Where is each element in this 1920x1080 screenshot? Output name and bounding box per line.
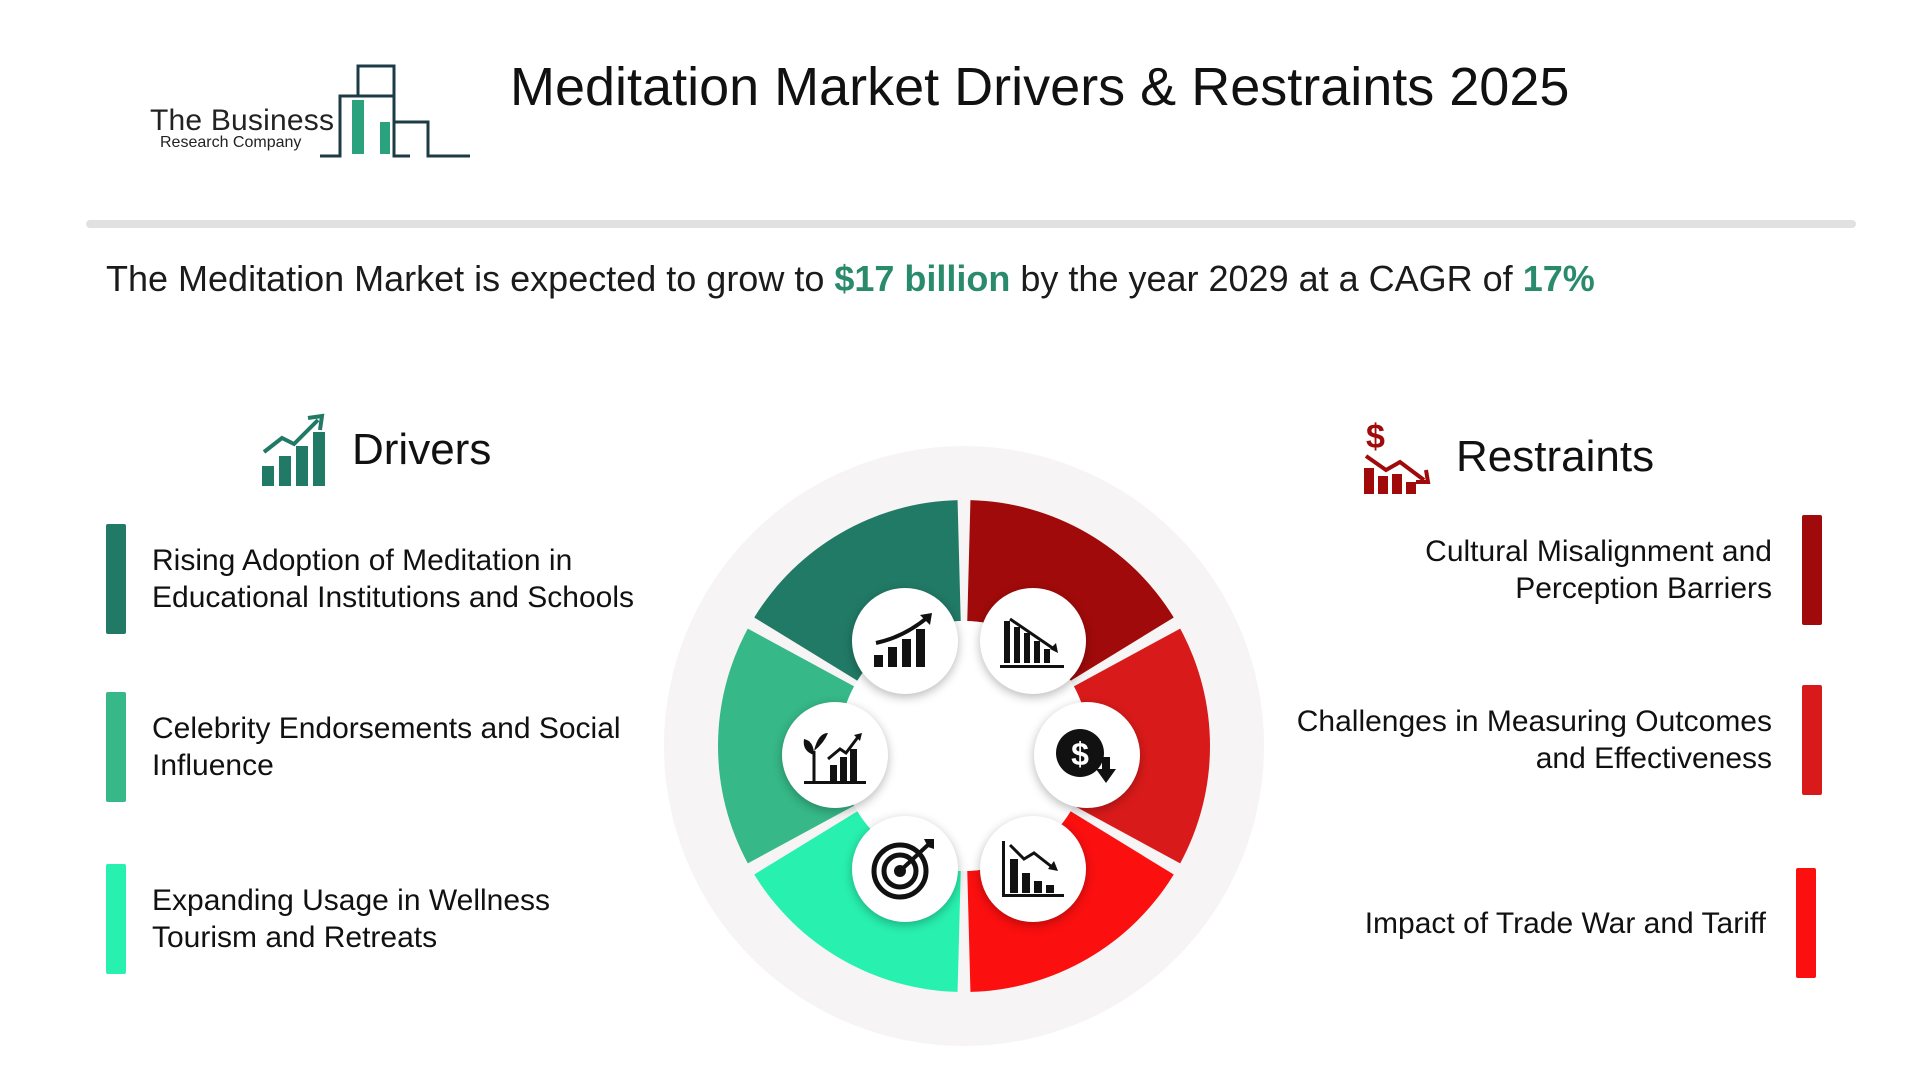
driver-segment xyxy=(754,500,961,681)
driver-item: Expanding Usage in Wellness Tourism and … xyxy=(106,864,572,974)
restraints-title: Restraints xyxy=(1456,432,1655,481)
restraint-color-bar xyxy=(1802,685,1822,795)
growth-bars-icon xyxy=(852,588,958,694)
restraint-color-bar xyxy=(1796,868,1816,978)
cagr-value: 17% xyxy=(1522,258,1595,299)
company-logo: The Business Research Company xyxy=(140,60,480,170)
restraint-text: Challenges in Measuring Outcomes and Eff… xyxy=(1296,705,1772,775)
restraint-text: Cultural Misalignment and Perception Bar… xyxy=(1425,535,1772,605)
driver-color-bar xyxy=(106,864,126,974)
restraint-item: Cultural Misalignment and Perception Bar… xyxy=(1352,515,1822,625)
target-icon xyxy=(852,816,958,922)
driver-text: Rising Adoption of Meditation in Educati… xyxy=(152,544,634,614)
market-headline: The Meditation Market is expected to gro… xyxy=(106,258,1595,300)
logo-text-primary: The Business xyxy=(150,104,335,137)
driver-segment xyxy=(754,811,961,992)
drivers-header: Drivers xyxy=(260,412,491,488)
restraint-segment xyxy=(1073,628,1210,864)
drivers-restraints-wheel: $ xyxy=(664,446,1264,1046)
driver-text: Celebrity Endorsements and Social Influe… xyxy=(152,712,621,782)
declining-bars-icon xyxy=(980,588,1086,694)
restraints-header: $ Restraints xyxy=(1360,418,1654,496)
wheel-graphic xyxy=(664,446,1264,1046)
logo-buildings-graphic xyxy=(320,64,470,158)
drivers-title: Drivers xyxy=(352,425,492,474)
dollar-decline-icon: $ xyxy=(1364,418,1431,494)
driver-item: Rising Adoption of Meditation in Educati… xyxy=(106,524,672,634)
restraint-item: Impact of Trade War and Tariff xyxy=(1286,868,1816,978)
market-value: $17 billion xyxy=(834,258,1011,299)
headline-prefix: The Meditation Market is expected to gro… xyxy=(106,258,835,299)
driver-color-bar xyxy=(106,692,126,802)
restraint-text: Impact of Trade War and Tariff xyxy=(1364,906,1766,940)
restraint-color-bar xyxy=(1802,515,1822,625)
svg-text:$: $ xyxy=(1071,736,1089,772)
growth-chart-icon xyxy=(262,413,325,486)
driver-text: Expanding Usage in Wellness Tourism and … xyxy=(152,884,551,954)
logo-text-secondary: Research Company xyxy=(160,134,302,151)
driver-item: Celebrity Endorsements and Social Influe… xyxy=(106,692,652,802)
divider xyxy=(86,220,1856,228)
headline-middle: by the year 2029 at a CAGR of xyxy=(1010,258,1523,299)
restraint-segment xyxy=(967,500,1174,681)
restraint-item: Challenges in Measuring Outcomes and Eff… xyxy=(1252,685,1822,795)
svg-text:$: $ xyxy=(1366,418,1385,456)
plant-growth-chart-icon xyxy=(782,702,888,808)
decline-chart-icon xyxy=(980,816,1086,922)
page-title: Meditation Market Drivers & Restraints 2… xyxy=(510,57,1570,117)
dollar-down-icon: $ xyxy=(1034,702,1140,808)
driver-color-bar xyxy=(106,524,126,634)
